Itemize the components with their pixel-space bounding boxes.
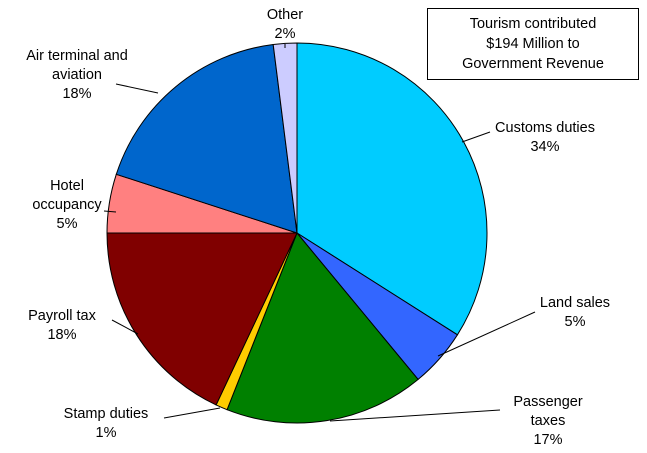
leader-line-customs-duties xyxy=(461,131,491,143)
annotation-box: Tourism contributed $194 Million to Gove… xyxy=(427,8,639,80)
slice-payroll-tax xyxy=(106,232,298,406)
leader-line-stamp-duties xyxy=(163,407,221,419)
slice-label-passenger-taxes: 17% xyxy=(533,432,562,448)
slice-label-air-terminal-aviation: 18% xyxy=(62,86,91,102)
slice-label-other: 2% xyxy=(275,26,296,42)
slice-label-stamp-duties: 1% xyxy=(96,425,117,441)
slice-other xyxy=(272,42,298,234)
slice-label-hotel-occupancy: occupancy xyxy=(32,197,102,213)
slice-label-passenger-taxes: Passenger xyxy=(513,394,582,410)
slice-label-hotel-occupancy: 5% xyxy=(57,216,78,232)
annotation-line: Government Revenue xyxy=(462,56,604,72)
slice-label-air-terminal-aviation: aviation xyxy=(52,67,102,83)
annotation-line: $194 Million to xyxy=(486,36,580,52)
leader-line-passenger-taxes xyxy=(329,409,501,422)
slice-passenger-taxes xyxy=(226,232,419,424)
leader-line-hotel-occupancy xyxy=(103,210,117,213)
slice-label-other: Other xyxy=(267,7,303,23)
leader-line-air-terminal-aviation xyxy=(115,83,159,94)
slice-label-air-terminal-aviation: Air terminal and xyxy=(26,48,128,64)
slice-label-land-sales: 5% xyxy=(565,314,586,330)
leader-line-land-sales xyxy=(437,311,536,357)
slice-label-customs-duties: Customs duties xyxy=(495,120,595,136)
slice-label-stamp-duties: Stamp duties xyxy=(64,406,149,422)
slice-label-customs-duties: 34% xyxy=(530,139,559,155)
slice-label-hotel-occupancy: Hotel xyxy=(50,178,84,194)
leader-line-payroll-tax xyxy=(111,319,139,335)
slice-label-payroll-tax: Payroll tax xyxy=(28,308,96,324)
slice-label-passenger-taxes: taxes xyxy=(531,413,566,429)
slice-label-land-sales: Land sales xyxy=(540,295,610,311)
annotation-line: Tourism contributed xyxy=(469,16,597,32)
slice-label-payroll-tax: 18% xyxy=(47,327,76,343)
slice-air-terminal-aviation xyxy=(115,43,298,234)
